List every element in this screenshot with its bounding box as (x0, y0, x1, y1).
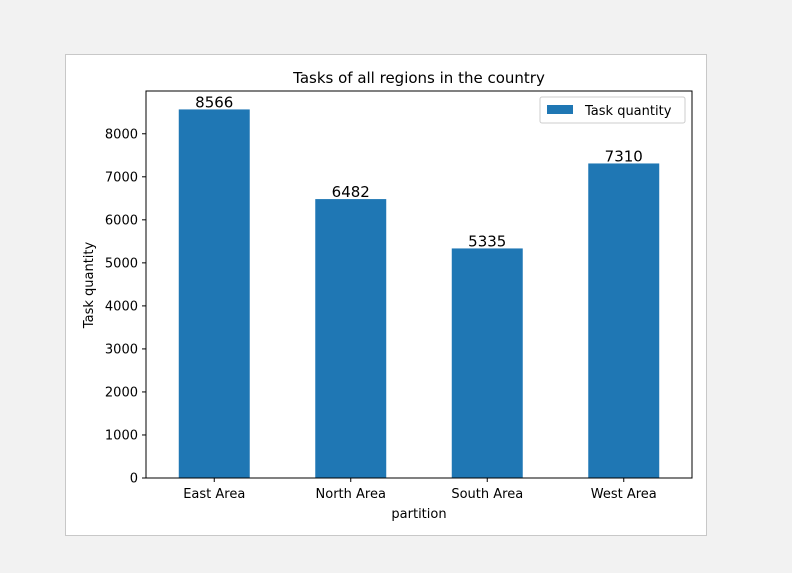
y-axis: 0 1000 2000 3000 4000 5000 6000 7000 8000 (105, 127, 146, 487)
legend-swatch (547, 105, 573, 114)
bar-east-area (178, 109, 250, 479)
y-tick-label: 6000 (105, 213, 138, 228)
y-tick-label: 8000 (105, 127, 138, 142)
x-tick-label: West Area (591, 487, 657, 502)
bars-layer (178, 109, 660, 479)
plot-border (145, 90, 693, 479)
y-tick-label: 5000 (105, 256, 138, 271)
y-tick-label: 1000 (105, 428, 138, 443)
y-tick-label: 2000 (105, 385, 138, 400)
x-axis: East Area North Area South Area West Area (183, 478, 657, 502)
data-label-north-area: 6482 (332, 183, 370, 201)
y-tick-label: 3000 (105, 342, 138, 357)
y-tick-label: 0 (130, 472, 138, 487)
data-label-east-area: 8566 (195, 93, 233, 111)
legend-entry-label: Task quantity (584, 104, 672, 119)
legend: Task quantity (539, 96, 686, 124)
bar-south-area (451, 248, 523, 478)
x-tick-label: East Area (183, 487, 245, 502)
y-tick-label: 7000 (105, 170, 138, 185)
x-axis-label: partition (391, 507, 446, 522)
data-label-west-area: 7310 (605, 147, 643, 165)
data-labels-layer: 8566 6482 5335 7310 (195, 93, 643, 250)
chart-title: Tasks of all regions in the country (292, 69, 545, 87)
data-label-south-area: 5335 (468, 232, 506, 250)
legend-box (539, 96, 686, 124)
plot-area: 8566 6482 5335 7310 (145, 90, 693, 479)
x-tick-label: South Area (451, 487, 523, 502)
y-tick-label: 4000 (105, 299, 138, 314)
x-tick-label: North Area (316, 487, 386, 502)
y-axis-label: Task quantity (82, 242, 97, 330)
bar-north-area (315, 199, 387, 478)
bar-west-area (588, 163, 660, 478)
